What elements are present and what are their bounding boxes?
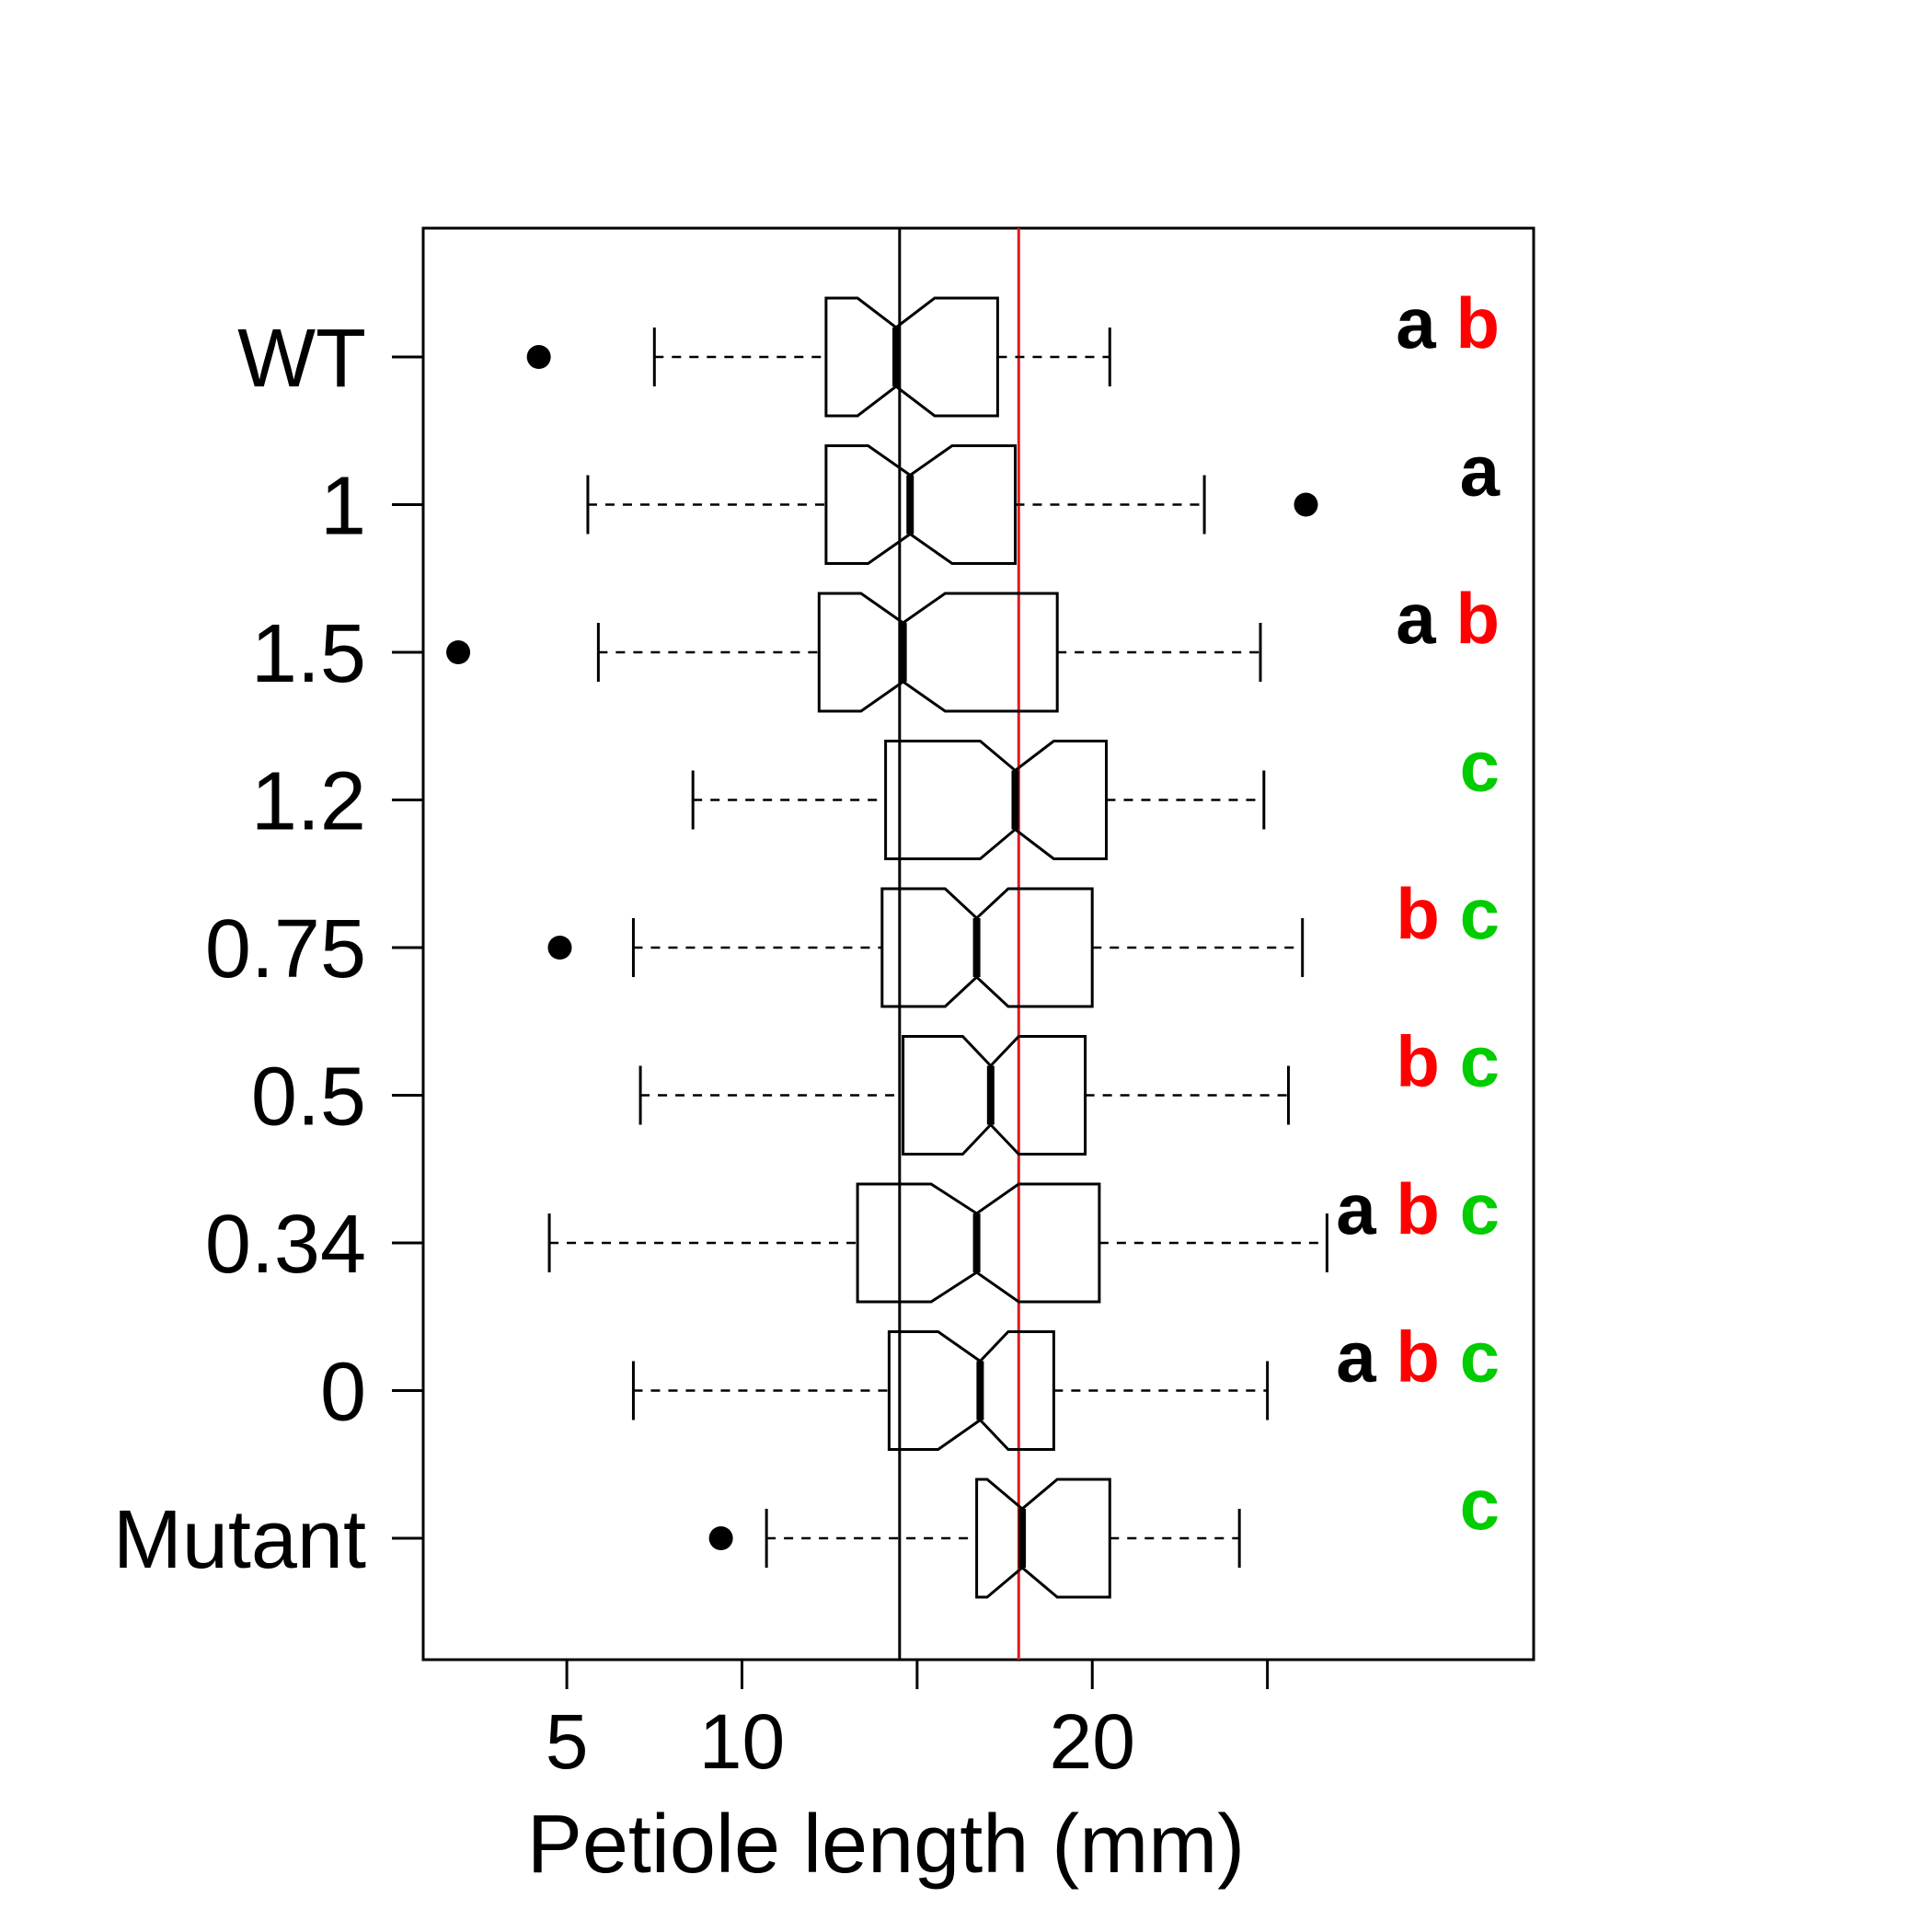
letters-0: a b c xyxy=(1336,1317,1501,1397)
y-axis: WT 1 1.5 1.2 0.75 0.5 0.34 0 Mutant xyxy=(113,313,423,1586)
letter-a: a xyxy=(1396,578,1437,659)
letter-c: c xyxy=(1460,1317,1501,1397)
box-1-5 xyxy=(446,592,1262,713)
boxes-layer xyxy=(446,296,1328,1599)
notched-box-wt xyxy=(824,296,999,418)
letters-0-75: b c xyxy=(1396,873,1501,954)
box-wt xyxy=(526,296,1111,418)
notched-box-0 xyxy=(887,1330,1055,1451)
letter-b: b xyxy=(1455,282,1501,363)
y-tick-label-1-2: 1.2 xyxy=(251,756,366,848)
y-tick-label-0-75: 0.75 xyxy=(205,903,366,995)
notched-box-1-5 xyxy=(817,592,1059,713)
notched-box-0-34 xyxy=(856,1182,1101,1304)
letters-1-5: a b xyxy=(1396,578,1501,659)
letters-1: a xyxy=(1460,431,1501,512)
notched-box-0-5 xyxy=(902,1035,1087,1156)
significance-letters: a baa bcb cb ca b ca b cc xyxy=(1336,282,1501,1545)
y-tick-label-1-5: 1.5 xyxy=(251,608,366,700)
y-tick-label-mutant: Mutant xyxy=(113,1494,366,1586)
reference-lines xyxy=(898,228,1020,1660)
box-0 xyxy=(631,1330,1270,1451)
letter-a: a xyxy=(1460,431,1501,512)
letter-b: b xyxy=(1396,1168,1442,1249)
letter-c: c xyxy=(1460,873,1501,954)
outlier-point-0-75-1 xyxy=(547,936,572,960)
plot-frame xyxy=(421,226,1535,1662)
notched-box-1-2 xyxy=(884,740,1108,860)
letter-a: a xyxy=(1336,1317,1377,1397)
notched-box-1 xyxy=(824,444,1017,565)
letter-c: c xyxy=(1460,1021,1501,1102)
x-tick-label-5: 5 xyxy=(546,1698,589,1785)
y-tick-label-wt: WT xyxy=(237,313,366,405)
outlier-point-1-1 xyxy=(1294,492,1318,517)
letter-c: c xyxy=(1460,1168,1501,1249)
y-tick-label-0: 0 xyxy=(320,1347,366,1439)
x-axis: 5 10 20 xyxy=(546,1660,1270,1785)
letter-b: b xyxy=(1455,578,1501,659)
y-tick-label-1: 1 xyxy=(320,461,366,553)
box-0-34 xyxy=(547,1182,1328,1304)
outlier-point-mutant-1 xyxy=(708,1526,733,1550)
x-tick-label-10: 10 xyxy=(699,1698,785,1785)
outlier-point-wt-1 xyxy=(526,345,551,369)
letters-mutant: c xyxy=(1460,1464,1501,1545)
x-axis-title: Petiole length (mm) xyxy=(527,1799,1245,1891)
letter-b: b xyxy=(1396,1317,1442,1397)
letter-b: b xyxy=(1396,1021,1442,1102)
letter-c: c xyxy=(1460,1464,1501,1545)
letters-0-5: b c xyxy=(1396,1021,1501,1102)
letters-0-34: a b c xyxy=(1336,1168,1501,1249)
y-tick-label-0-5: 0.5 xyxy=(251,1052,366,1144)
x-tick-label-20: 20 xyxy=(1050,1698,1135,1785)
box-1-2 xyxy=(691,740,1266,860)
outlier-point-1-5-1 xyxy=(446,640,471,664)
notched-box-0-75 xyxy=(880,887,1094,1008)
box-0-5 xyxy=(638,1035,1290,1156)
box-mutant xyxy=(708,1478,1241,1599)
letter-c: c xyxy=(1460,726,1501,807)
y-tick-label-0-34: 0.34 xyxy=(205,1199,366,1291)
box-0-75 xyxy=(547,887,1305,1008)
letters-1-2: c xyxy=(1460,726,1501,807)
letters-wt: a b xyxy=(1396,282,1501,363)
letter-b: b xyxy=(1396,873,1442,954)
letter-a: a xyxy=(1396,282,1437,363)
notched-box-mutant xyxy=(975,1478,1111,1599)
letter-a: a xyxy=(1336,1168,1377,1249)
box-1 xyxy=(586,444,1318,565)
